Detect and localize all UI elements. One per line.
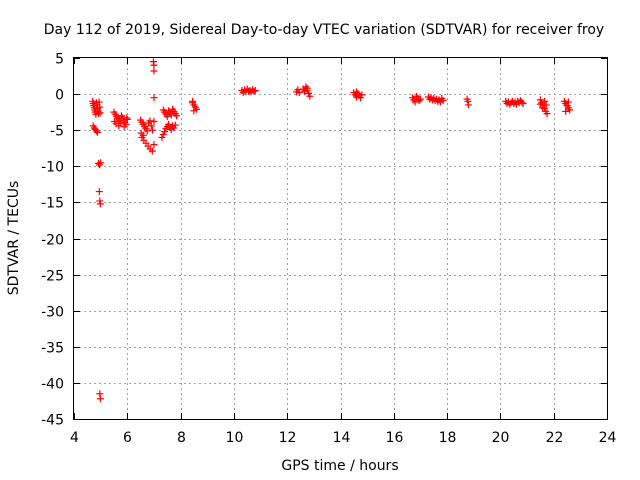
y-tick-label: 5 — [55, 52, 64, 68]
x-tick-label: 20 — [492, 430, 510, 446]
data-point — [189, 97, 197, 105]
data-point — [541, 97, 549, 105]
data-point — [95, 188, 103, 196]
data-point — [167, 111, 175, 119]
data-point — [117, 112, 125, 120]
data-point — [171, 121, 179, 129]
x-tick-label: 12 — [279, 430, 297, 446]
data-point — [93, 128, 101, 136]
data-point — [143, 127, 151, 135]
y-tick-label: -30 — [41, 305, 64, 321]
data-point — [150, 94, 158, 102]
y-tick-label: -15 — [41, 196, 64, 212]
data-point — [92, 127, 100, 135]
y-tick-label: 0 — [55, 88, 64, 104]
data-point — [411, 98, 419, 106]
x-tick-label: 24 — [599, 430, 617, 446]
x-tick-label: 4 — [70, 430, 79, 446]
data-point — [150, 141, 158, 149]
grid — [74, 58, 607, 419]
data-point — [150, 118, 158, 126]
data-point — [415, 97, 423, 105]
y-tick-label: -20 — [41, 233, 64, 249]
data-point — [96, 395, 104, 403]
data-point — [96, 109, 104, 117]
data-point — [306, 92, 314, 100]
data-point — [566, 106, 574, 114]
data-point — [358, 91, 366, 99]
x-tick-label: 8 — [177, 430, 186, 446]
y-tick-label: -40 — [41, 377, 64, 393]
data-point — [564, 98, 572, 106]
data-point — [464, 101, 472, 109]
data-point — [123, 114, 131, 122]
chart-title: Day 112 of 2019, Sidereal Day-to-day VTE… — [44, 22, 604, 38]
y-tick-label: -35 — [41, 341, 64, 357]
data-point — [250, 87, 258, 95]
data-point — [536, 100, 544, 108]
data-point — [416, 95, 424, 103]
data-point — [251, 86, 259, 94]
data-point — [97, 159, 105, 167]
x-tick-label: 22 — [546, 430, 564, 446]
data-point — [352, 88, 360, 96]
y-tick-label: -5 — [50, 124, 64, 140]
data-point — [295, 89, 303, 97]
y-axis-label: SDTVAR / TECUs — [6, 181, 22, 296]
data-point — [439, 97, 447, 105]
data-point — [150, 67, 158, 75]
axis-ticks: 4 6 8 10 12 14 16 18 20 22 24 5 0 -5 -10 -15 -20 -25 -30 -3… — [41, 52, 616, 447]
data-point — [303, 84, 311, 92]
data-point — [96, 200, 104, 208]
y-tick-label: -45 — [41, 413, 64, 429]
x-tick-label: 6 — [123, 430, 132, 446]
data-point — [518, 98, 526, 106]
data-point — [163, 112, 171, 120]
data-point — [115, 122, 123, 130]
data-point — [149, 126, 157, 134]
data-point — [543, 110, 551, 118]
x-tick-label: 14 — [333, 430, 351, 446]
data-points — [89, 58, 574, 403]
x-axis-label: GPS time / hours — [281, 458, 398, 474]
data-point — [147, 122, 155, 130]
x-tick-label: 10 — [226, 430, 244, 446]
data-point — [95, 110, 103, 118]
data-point — [539, 104, 547, 112]
data-point — [173, 112, 181, 120]
data-point — [302, 83, 310, 91]
data-point — [542, 101, 550, 109]
y-tick-label: -25 — [41, 269, 64, 285]
data-point — [146, 117, 154, 125]
x-tick-label: 18 — [439, 430, 457, 446]
data-point — [148, 147, 156, 155]
data-point — [120, 123, 128, 131]
x-tick-label: 16 — [386, 430, 404, 446]
data-point — [190, 107, 198, 115]
data-point — [562, 107, 570, 115]
data-point — [519, 99, 527, 107]
y-tick-label: -10 — [41, 160, 64, 176]
plot-frame — [73, 57, 608, 420]
